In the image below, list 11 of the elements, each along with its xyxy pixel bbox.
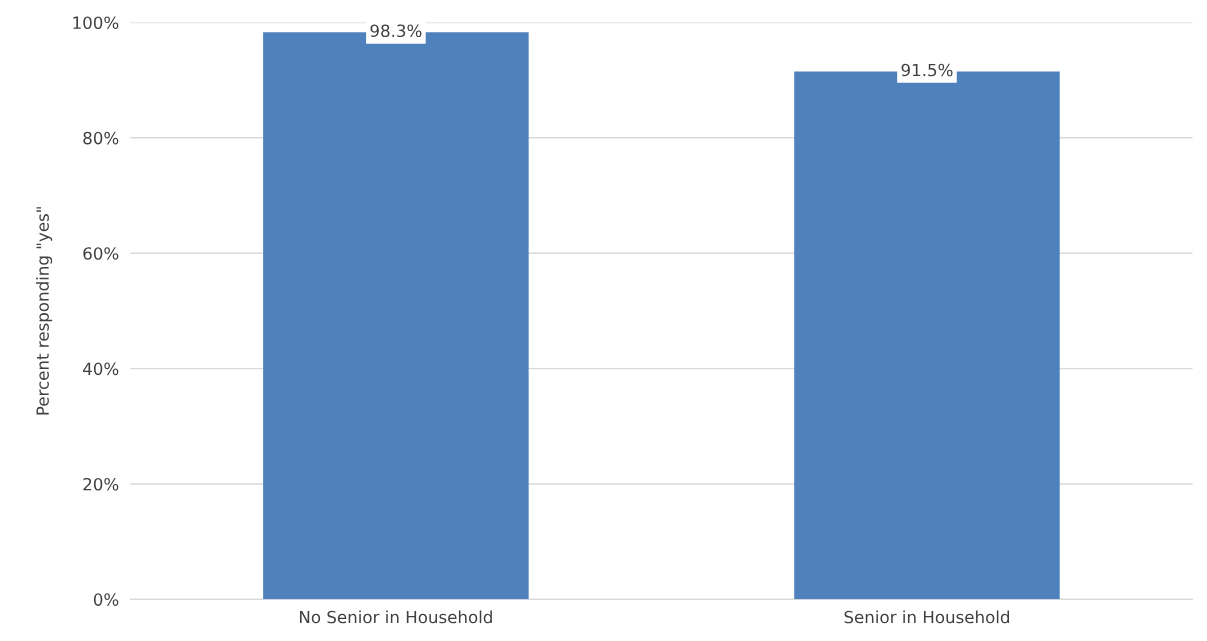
x-tick-label: No Senior in Household [300,610,492,624]
x-tick-label: Senior in Household [844,610,1009,624]
y-axis-title: Percent responding "yes" [36,207,53,415]
y-tick-label: 40% [83,362,119,376]
data-label: 98.3% [370,24,422,38]
y-tick-label: 20% [83,477,119,491]
y-tick-label: 0% [93,593,119,606]
y-tick-label: 60% [83,247,119,260]
y-tick-label: 100% [73,16,119,29]
data-label: 91.5% [901,63,953,77]
y-tick-label: 80% [83,131,119,145]
